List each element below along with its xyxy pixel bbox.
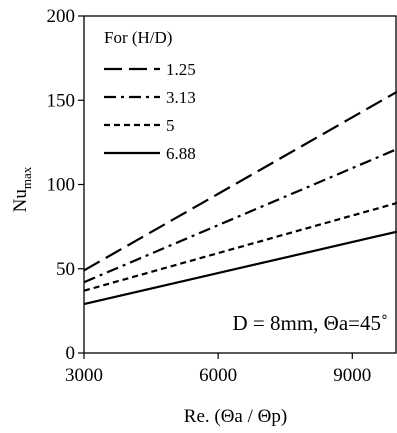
legend: For (H/D) 1.25 3.13 5 6.88 bbox=[104, 28, 196, 163]
x-axis-ticks: 3000 6000 9000 bbox=[65, 353, 371, 386]
plot-frame bbox=[83, 15, 397, 354]
series-line-6-88 bbox=[83, 230, 397, 306]
y-tick-label: 100 bbox=[47, 175, 76, 196]
y-tick-label: 50 bbox=[56, 259, 75, 280]
x-tick-label: 9000 bbox=[333, 365, 371, 386]
x-axis-title: Re. (Θa / Θp) bbox=[184, 406, 287, 427]
legend-entry-label: 1.25 bbox=[166, 60, 196, 79]
series-line-1-25 bbox=[83, 90, 397, 272]
legend-entry-label: 3.13 bbox=[166, 88, 196, 107]
plot-area bbox=[83, 15, 397, 354]
y-tick-label: 0 bbox=[66, 343, 76, 364]
y-axis-ticks: 0 50 100 150 200 bbox=[47, 6, 84, 364]
series-line-3-13 bbox=[83, 148, 397, 284]
series-lines bbox=[83, 90, 397, 306]
series-line-5 bbox=[83, 201, 397, 292]
y-tick-label: 200 bbox=[47, 6, 76, 27]
legend-entry-label: 6.88 bbox=[166, 144, 196, 163]
y-tick-label: 150 bbox=[47, 90, 76, 111]
chart-annotation: D = 8mm, Θa=45˚ bbox=[232, 311, 388, 335]
legend-entry-label: 5 bbox=[166, 116, 175, 135]
y-axis-title: Numax bbox=[10, 166, 34, 212]
legend-title: For (H/D) bbox=[104, 28, 172, 47]
x-tick-label: 3000 bbox=[65, 365, 103, 386]
y-axis-title-sub: max bbox=[19, 166, 34, 189]
y-axis-title-main: Nu bbox=[10, 189, 31, 213]
x-tick-label: 6000 bbox=[199, 365, 237, 386]
